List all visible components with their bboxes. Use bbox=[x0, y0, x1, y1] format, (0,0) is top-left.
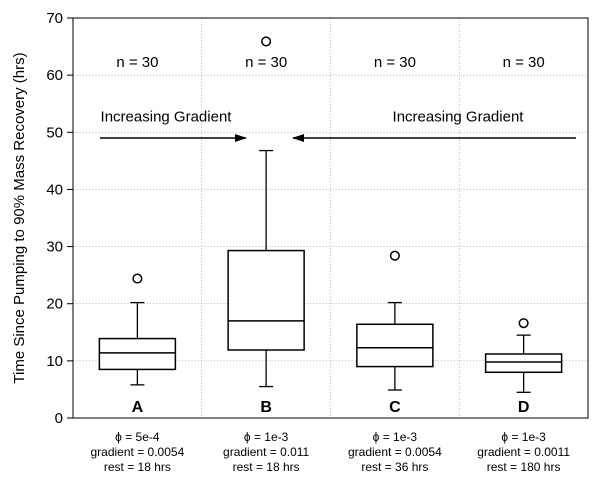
group-letter: C bbox=[389, 399, 401, 416]
box-group-b: n = 30 B bbox=[227, 36, 305, 416]
box-iqr bbox=[356, 323, 434, 368]
y-axis: 0 10 20 30 40 50 60 70 bbox=[46, 10, 73, 427]
category-rest: rest = 180 hrs bbox=[487, 460, 561, 474]
y-tick-label: 10 bbox=[46, 353, 63, 370]
category-gradient: gradient = 0.0054 bbox=[348, 445, 442, 459]
plot-frame bbox=[72, 17, 589, 419]
y-tick-label: 20 bbox=[46, 296, 63, 313]
category-phi: ϕ = 5e-4 bbox=[115, 430, 160, 444]
outlier-point bbox=[518, 318, 529, 329]
box-group-d: n = 30 D bbox=[484, 54, 563, 416]
category-gradient: gradient = 0.011 bbox=[223, 445, 310, 459]
box-group-c: n = 30 C bbox=[356, 54, 434, 416]
category-phi: ϕ = 1e-3 bbox=[373, 430, 418, 444]
box-iqr bbox=[98, 337, 177, 371]
category-phi: ϕ = 1e-3 bbox=[244, 430, 289, 444]
outlier-point bbox=[261, 36, 272, 47]
box-iqr bbox=[484, 353, 563, 374]
category-gradient: gradient = 0.0011 bbox=[477, 445, 570, 459]
category-phi: ϕ = 1e-3 bbox=[501, 430, 546, 444]
category-rest: rest = 36 hrs bbox=[361, 460, 428, 474]
box-group-a: n = 30 A bbox=[98, 54, 177, 416]
annotation-text-left: Increasing Gradient bbox=[101, 108, 233, 125]
category-rest: rest = 18 hrs bbox=[104, 460, 171, 474]
group-letter: A bbox=[132, 399, 144, 416]
group-letter: B bbox=[260, 399, 272, 416]
y-tick-label: 30 bbox=[46, 239, 63, 256]
annotation-text-right: Increasing Gradient bbox=[393, 108, 525, 125]
outlier-point bbox=[132, 273, 143, 284]
y-axis-label: Time Since Pumping to 90% Mass Recovery … bbox=[11, 52, 28, 383]
y-tick-label: 70 bbox=[46, 10, 63, 27]
sample-size-label: n = 30 bbox=[116, 54, 158, 71]
category-gradient: gradient = 0.0054 bbox=[91, 445, 185, 459]
group-letter: D bbox=[518, 399, 530, 416]
sample-size-label: n = 30 bbox=[374, 54, 416, 71]
y-tick-label: 50 bbox=[46, 124, 63, 141]
sample-size-label: n = 30 bbox=[503, 54, 545, 71]
y-tick-label: 0 bbox=[55, 410, 63, 427]
box-iqr bbox=[227, 249, 305, 351]
y-tick-label: 40 bbox=[46, 181, 63, 198]
y-tick-label: 60 bbox=[46, 67, 63, 84]
category-rest: rest = 18 hrs bbox=[233, 460, 300, 474]
outlier-point bbox=[389, 250, 400, 261]
boxes: n = 30 An = 30 Bn = 30 Cn = 30 D bbox=[98, 36, 563, 416]
sample-size-label: n = 30 bbox=[245, 54, 287, 71]
annotations: Increasing Gradient Increasing Gradient bbox=[100, 108, 576, 142]
